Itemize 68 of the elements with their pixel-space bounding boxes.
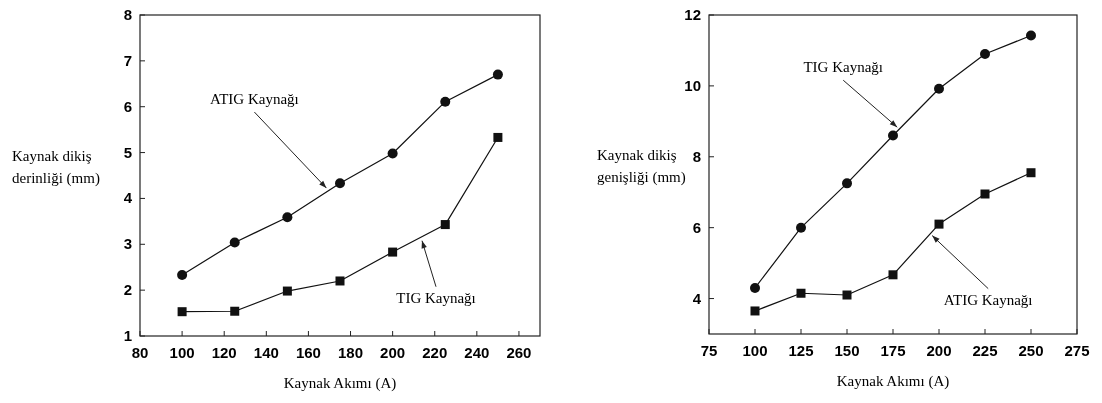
point	[440, 96, 451, 107]
point	[388, 247, 398, 257]
x-tick-label: 150	[834, 342, 860, 359]
y-tick-label: 6	[692, 218, 701, 236]
point	[440, 220, 450, 230]
point	[796, 222, 806, 233]
point	[888, 270, 898, 280]
y-axis-title: Kaynak dikiş genişliği (mm)	[597, 146, 686, 186]
point	[888, 130, 898, 141]
point	[1026, 168, 1036, 178]
point	[493, 132, 503, 142]
y-tick-label: 7	[123, 51, 132, 69]
point	[335, 178, 345, 189]
point	[934, 83, 944, 94]
y-tick-label: 3	[123, 235, 132, 253]
point	[387, 148, 398, 159]
x-tick-label: 240	[464, 344, 490, 361]
y-tick-label: 1	[123, 327, 132, 344]
y-tick-label: 2	[123, 281, 132, 299]
text: TIG Kaynağı	[396, 289, 476, 306]
y-axis-title: Kaynak dikiş derinliği (mm)	[12, 147, 100, 187]
point	[842, 290, 852, 300]
x-axis-title: Kaynak Akımı (A)	[836, 373, 950, 390]
x-tick-label: 220	[422, 344, 448, 361]
point	[492, 69, 503, 80]
x-tick-label: 200	[380, 344, 406, 361]
point	[796, 288, 806, 298]
point	[980, 48, 990, 59]
point	[229, 237, 240, 248]
text: ATIG Kaynağı	[943, 291, 1033, 308]
y-tick-label: 8	[123, 6, 132, 23]
text: TIG Kaynağı	[803, 59, 884, 76]
y-tick-label: 4	[123, 189, 133, 207]
x-tick-label: 275	[1064, 342, 1090, 359]
y-tick-label: 4	[692, 289, 702, 307]
x-tick-label: 100	[169, 344, 195, 361]
text: ATIG Kaynağı	[210, 91, 299, 108]
point	[282, 212, 293, 223]
point	[177, 270, 188, 281]
x-tick-label: 120	[211, 344, 237, 361]
x-tick-label: 140	[253, 344, 279, 361]
y-tick-label: 12	[684, 6, 701, 23]
x-axis-title: Kaynak Akımı (A)	[283, 375, 397, 392]
x-tick-label: 80	[131, 344, 149, 361]
x-tick-label: 225	[972, 342, 998, 359]
point	[842, 178, 852, 189]
x-tick-label: 180	[338, 344, 364, 361]
x-tick-label: 175	[880, 342, 906, 359]
point	[1026, 30, 1036, 41]
x-tick-label: 260	[506, 344, 532, 361]
y-tick-label: 5	[123, 143, 132, 161]
point	[335, 276, 345, 286]
y-tick-label: 8	[692, 147, 701, 165]
x-tick-label: 200	[926, 342, 952, 359]
point	[750, 282, 760, 293]
x-tick-label: 125	[788, 342, 814, 359]
y-tick-label: 6	[123, 97, 132, 115]
point	[750, 306, 760, 316]
x-tick-label: 100	[742, 342, 768, 359]
point	[980, 189, 990, 199]
point	[177, 307, 187, 317]
x-tick-label: 160	[295, 344, 321, 361]
point	[230, 306, 240, 316]
x-tick-label: 250	[1018, 342, 1044, 359]
point	[934, 219, 944, 229]
point	[282, 286, 292, 296]
y-tick-label: 10	[684, 76, 701, 94]
x-tick-label: 75	[700, 342, 718, 359]
